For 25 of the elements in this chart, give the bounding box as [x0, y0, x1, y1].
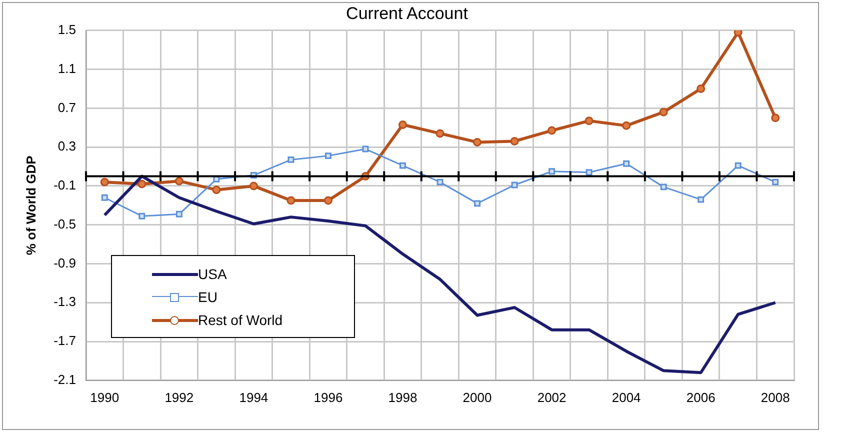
- x-tick-label: 2004: [612, 390, 641, 405]
- y-tick-label: -0.1: [54, 178, 76, 193]
- y-tick-label: -0.9: [54, 255, 76, 270]
- x-tick-label: 2000: [462, 390, 492, 405]
- chart-title: Current Account: [346, 4, 468, 23]
- legend-label: USA: [198, 266, 227, 282]
- legend-label: Rest of World: [198, 312, 283, 328]
- x-tick-label: 2006: [686, 390, 716, 405]
- y-tick-label: 0.3: [58, 138, 76, 154]
- x-tick-label: 1992: [164, 390, 194, 405]
- x-tick-label: 1990: [90, 390, 120, 405]
- x-tick-label: 1994: [239, 390, 268, 405]
- x-tick-label: 2002: [537, 390, 566, 405]
- x-tick-label: 1998: [388, 390, 418, 405]
- y-tick-label: -0.5: [54, 216, 76, 232]
- y-tick-label: 0.7: [58, 100, 76, 115]
- y-tick-label: -2.1: [54, 372, 76, 387]
- x-tick-label: 2008: [760, 390, 790, 405]
- y-axis-title: % of World GDP: [23, 155, 38, 256]
- x-tick-label: 1996: [314, 390, 343, 405]
- y-tick-label: -1.7: [54, 333, 76, 348]
- y-tick-label: 1.5: [58, 22, 76, 37]
- legend-label: EU: [198, 288, 218, 305]
- y-tick-label: -1.3: [54, 294, 76, 310]
- y-tick-label: 1.1: [58, 60, 76, 76]
